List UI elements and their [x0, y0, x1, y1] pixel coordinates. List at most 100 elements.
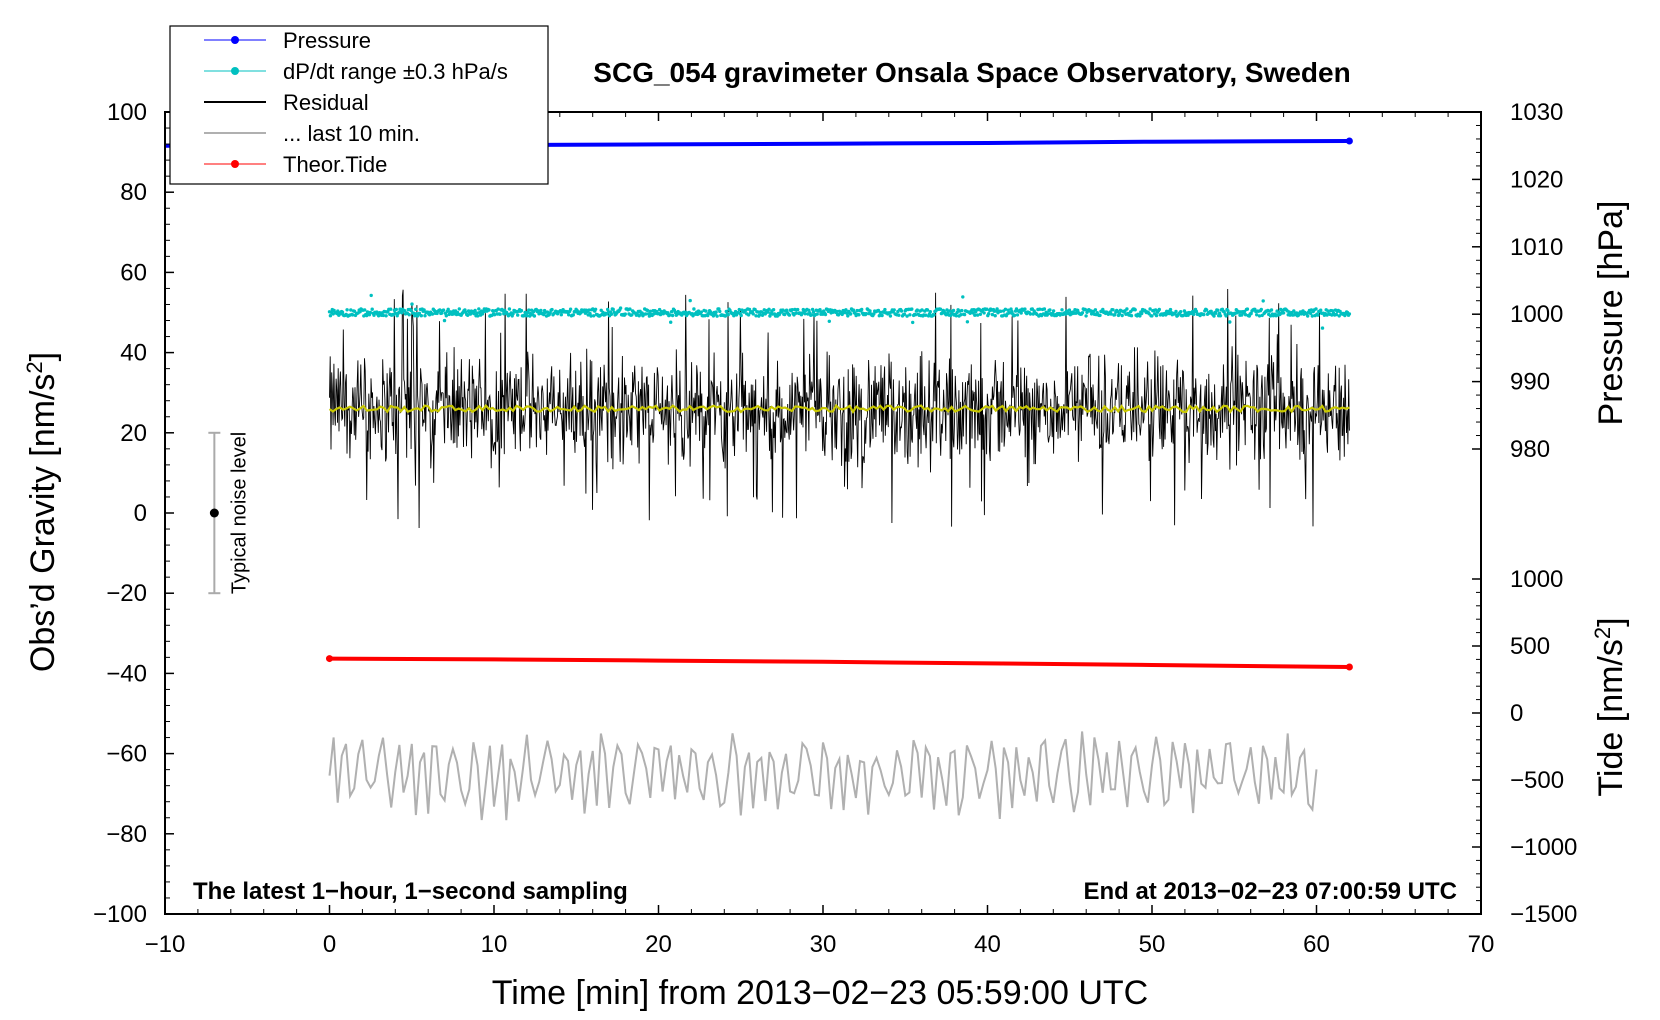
dpdt-point	[803, 312, 807, 316]
dpdt-point	[587, 308, 591, 312]
dpdt-point	[1129, 314, 1134, 318]
dpdt-point	[568, 307, 573, 311]
dpdt-point	[1204, 308, 1209, 312]
dpdt-point	[1257, 314, 1262, 318]
dpdt-point	[1111, 308, 1115, 312]
dpdt-point	[1245, 307, 1250, 311]
dpdt-point	[559, 313, 563, 317]
dpdt-point	[794, 311, 798, 315]
dpdt-point	[1084, 314, 1088, 318]
dpdt-point	[1023, 307, 1027, 311]
dpdt-point	[1154, 313, 1159, 318]
dpdt-point	[995, 307, 999, 311]
dpdt-point	[1294, 311, 1299, 315]
dpdt-point	[606, 307, 610, 312]
dpdt-point	[928, 310, 932, 314]
dpdt-point	[883, 307, 887, 312]
dpdt-point	[971, 311, 975, 315]
x-tick-label: 0	[323, 931, 336, 958]
dpdt-point	[414, 307, 418, 311]
dpdt-point	[872, 312, 876, 316]
dpdt-point	[1138, 314, 1142, 318]
dpdt-point	[924, 313, 928, 317]
dpdt-point	[699, 310, 703, 314]
dpdt-point	[766, 310, 770, 314]
dpdt-point	[487, 308, 491, 312]
legend-marker	[231, 160, 239, 168]
annotation-left: The latest 1−hour, 1−second sampling	[193, 878, 628, 905]
dpdt-point	[368, 310, 372, 315]
dpdt-point	[864, 312, 868, 316]
dpdt-point	[498, 312, 502, 316]
dpdt-point	[714, 310, 718, 314]
y-axis-title-left: Obs’d Gravity [nm/s2]	[22, 352, 62, 672]
dpdt-point	[340, 310, 345, 314]
dpdt-point	[589, 314, 593, 318]
dpdt-point	[669, 320, 673, 324]
dpdt-point	[1226, 309, 1230, 313]
pressure-tick-label: 1000	[1510, 301, 1563, 328]
pressure-tick-label: 980	[1510, 436, 1550, 463]
legend-label: dP/dt range ±0.3 hPa/s	[283, 59, 508, 84]
dpdt-point	[496, 307, 500, 311]
dpdt-point	[762, 308, 766, 312]
y-tick-label: −20	[106, 580, 147, 607]
dpdt-point	[525, 314, 529, 318]
dpdt-point	[1347, 312, 1352, 316]
pressure-end-point	[1345, 137, 1353, 145]
dpdt-point	[511, 312, 515, 316]
dpdt-point	[1125, 307, 1129, 311]
dpdt-point	[704, 309, 708, 313]
dpdt-point	[1319, 308, 1323, 312]
dpdt-point	[402, 309, 407, 313]
x-tick-label: −10	[145, 931, 186, 958]
dpdt-point	[751, 312, 755, 316]
pressure-tick-label: 990	[1510, 369, 1550, 396]
dpdt-point	[351, 313, 355, 317]
dpdt-point	[423, 314, 427, 318]
dpdt-point	[965, 320, 970, 324]
dpdt-point	[978, 312, 983, 316]
dpdt-point	[878, 310, 882, 315]
dpdt-point	[519, 308, 524, 313]
y-tick-label: −100	[93, 901, 147, 928]
dpdt-point	[790, 308, 794, 312]
dpdt-point	[975, 313, 980, 317]
dpdt-point	[846, 314, 850, 318]
dpdt-point	[398, 307, 402, 311]
dpdt-point	[932, 313, 936, 317]
dpdt-point	[491, 309, 495, 313]
y-tick-label: 40	[120, 340, 147, 367]
dpdt-point	[1120, 313, 1124, 318]
dpdt-point	[611, 307, 615, 311]
dpdt-point	[381, 313, 385, 318]
dpdt-point	[1224, 314, 1228, 318]
dpdt-point	[1168, 307, 1173, 312]
x-tick-label: 40	[974, 931, 1001, 958]
dpdt-point	[609, 312, 614, 316]
dpdt-point	[592, 314, 596, 318]
dpdt-point	[892, 308, 896, 312]
dpdt-point	[1261, 299, 1265, 303]
dpdt-point	[737, 307, 741, 312]
dpdt-point	[987, 312, 991, 316]
data-layer: Typical noise level	[165, 137, 1353, 821]
dpdt-point	[1308, 311, 1313, 315]
dpdt-point	[409, 308, 413, 313]
dpdt-point	[548, 311, 552, 315]
dpdt-point	[422, 308, 426, 312]
dpdt-point	[982, 311, 986, 315]
ticks-layer: −10 0 10 20 30 40 50 60 70100806040200−20−40−60−…	[93, 99, 1577, 958]
dpdt-point	[532, 314, 537, 318]
dpdt-point	[985, 307, 989, 311]
dpdt-point	[844, 308, 848, 312]
dpdt-point	[1051, 309, 1056, 313]
dpdt-point	[345, 308, 349, 312]
series-last-10-min	[328, 731, 1318, 821]
dpdt-point	[446, 307, 450, 311]
dpdt-point	[628, 307, 632, 311]
dpdt-point	[645, 308, 650, 313]
y-tick-label: 80	[120, 179, 147, 206]
dpdt-point	[1003, 307, 1008, 311]
dpdt-point	[669, 310, 674, 314]
